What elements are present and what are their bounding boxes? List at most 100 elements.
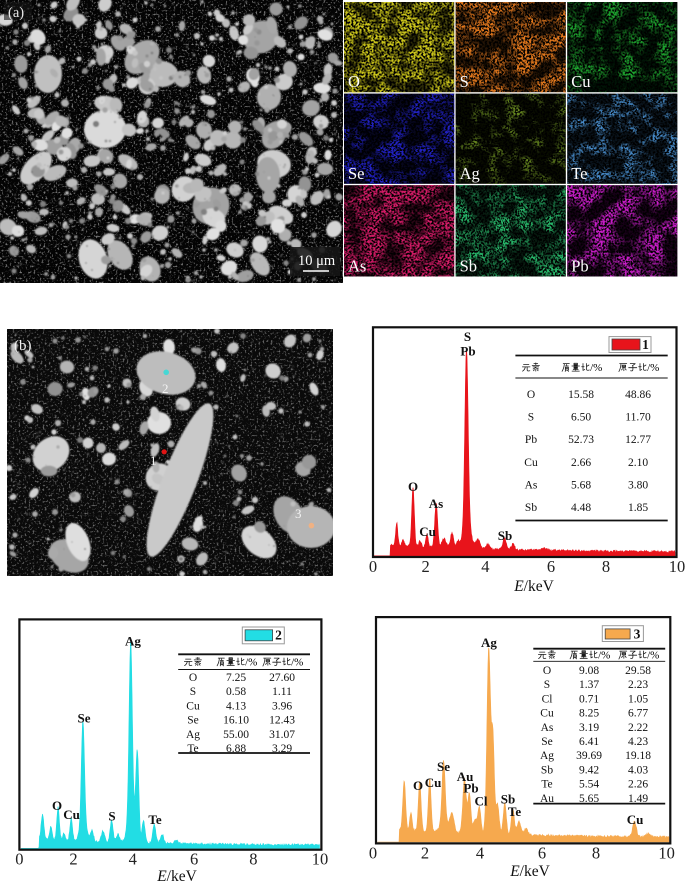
svg-text:4: 4: [481, 557, 489, 576]
svg-text:29.58: 29.58: [625, 665, 651, 677]
svg-text:Sb: Sb: [460, 257, 477, 276]
svg-text:1.37: 1.37: [579, 679, 599, 691]
svg-text:Pb: Pb: [525, 434, 537, 446]
svg-text:E/keV: E/keV: [509, 863, 550, 880]
svg-text:Sb: Sb: [501, 792, 515, 807]
svg-text:4.48: 4.48: [571, 502, 591, 514]
svg-text:(b): (b): [14, 338, 32, 354]
svg-text:Se: Se: [78, 711, 91, 726]
svg-text:16.10: 16.10: [223, 715, 249, 727]
svg-text:2.23: 2.23: [628, 679, 648, 691]
svg-text:Sb: Sb: [541, 764, 553, 776]
svg-text:E/keV: E/keV: [156, 868, 197, 885]
svg-text:6: 6: [190, 850, 198, 869]
svg-text:4: 4: [129, 850, 137, 869]
svg-text:7.25: 7.25: [226, 672, 246, 684]
svg-text:1.85: 1.85: [628, 502, 648, 514]
svg-text:As: As: [541, 722, 554, 734]
svg-text:2.66: 2.66: [571, 457, 591, 469]
svg-text:Te: Te: [148, 812, 161, 827]
svg-text:Pb: Pb: [460, 344, 475, 359]
svg-text:27.60: 27.60: [269, 672, 295, 684]
svg-text:6.50: 6.50: [571, 412, 591, 424]
svg-text:52.73: 52.73: [568, 434, 594, 446]
svg-text:E/keV: E/keV: [513, 578, 554, 595]
svg-text:S: S: [464, 329, 471, 344]
svg-text:8: 8: [249, 850, 257, 869]
svg-text:15.58: 15.58: [568, 389, 594, 401]
svg-text:Cu: Cu: [419, 524, 436, 539]
svg-text:Se: Se: [348, 164, 365, 183]
svg-text:O: O: [189, 672, 197, 684]
svg-text:As: As: [525, 479, 538, 491]
svg-text:2.10: 2.10: [628, 457, 648, 469]
svg-text:4: 4: [476, 844, 484, 863]
svg-text:3: 3: [295, 506, 302, 521]
svg-text:Cu: Cu: [627, 812, 644, 827]
svg-text:4.03: 4.03: [628, 764, 648, 776]
svg-text:O: O: [543, 665, 551, 677]
svg-text:6: 6: [538, 844, 546, 863]
svg-text:0.58: 0.58: [226, 686, 246, 698]
svg-text:S: S: [528, 412, 534, 424]
svg-text:9.42: 9.42: [579, 764, 599, 776]
svg-text:S: S: [544, 679, 550, 691]
svg-text:/%: /%: [647, 362, 659, 374]
svg-text:8.25: 8.25: [579, 708, 599, 720]
svg-text:11.70: 11.70: [625, 412, 651, 424]
svg-text:As: As: [348, 257, 366, 276]
svg-text:/%: /%: [590, 362, 602, 374]
svg-text:1.11: 1.11: [272, 686, 292, 698]
svg-text:48.86: 48.86: [625, 389, 651, 401]
svg-text:Pb: Pb: [571, 257, 588, 276]
svg-text:/%: /%: [291, 657, 303, 669]
svg-text:/%: /%: [245, 657, 257, 669]
svg-text:Cl: Cl: [475, 794, 488, 809]
svg-text:0: 0: [15, 850, 23, 869]
svg-text:(a): (a): [8, 5, 24, 21]
svg-text:/%: /%: [598, 650, 610, 662]
svg-text:Cu: Cu: [63, 807, 80, 822]
svg-text:5.65: 5.65: [579, 793, 599, 805]
svg-text:4.13: 4.13: [226, 700, 246, 712]
svg-text:Se: Se: [541, 736, 553, 748]
svg-text:Ag: Ag: [125, 634, 141, 649]
svg-text:2.26: 2.26: [628, 779, 648, 791]
svg-text:3: 3: [634, 627, 641, 642]
svg-text:Se: Se: [187, 715, 199, 727]
svg-text:1.05: 1.05: [628, 693, 648, 705]
svg-text:O: O: [52, 798, 62, 813]
svg-text:Te: Te: [571, 164, 587, 183]
svg-text:/%: /%: [647, 650, 659, 662]
svg-text:3.19: 3.19: [579, 722, 599, 734]
svg-text:10 μm: 10 μm: [298, 253, 336, 269]
svg-text:10: 10: [669, 557, 686, 576]
svg-text:31.07: 31.07: [269, 729, 295, 741]
svg-text:O: O: [413, 778, 423, 793]
svg-text:S: S: [190, 686, 196, 698]
svg-text:5.68: 5.68: [571, 479, 591, 491]
svg-text:Cu: Cu: [425, 775, 442, 790]
svg-text:10: 10: [658, 844, 675, 863]
svg-text:Cu: Cu: [186, 700, 200, 712]
svg-text:Pb: Pb: [463, 781, 478, 796]
svg-text:Au: Au: [540, 793, 554, 805]
svg-text:6.77: 6.77: [628, 708, 648, 720]
svg-text:S: S: [460, 72, 469, 91]
svg-text:Cl: Cl: [542, 693, 553, 705]
svg-text:Cu: Cu: [540, 708, 554, 720]
svg-text:0: 0: [369, 557, 377, 576]
svg-text:39.69: 39.69: [576, 750, 602, 762]
svg-text:2: 2: [421, 557, 429, 576]
svg-text:12.77: 12.77: [625, 434, 651, 446]
svg-text:As: As: [429, 496, 443, 511]
svg-text:6.41: 6.41: [579, 736, 599, 748]
svg-text:3.80: 3.80: [628, 479, 648, 491]
svg-text:O: O: [527, 389, 535, 401]
svg-text:10: 10: [312, 850, 329, 869]
svg-text:Te: Te: [508, 804, 521, 819]
svg-text:3.96: 3.96: [272, 700, 292, 712]
svg-text:Ag: Ag: [186, 729, 200, 741]
svg-text:Ag: Ag: [460, 164, 480, 183]
svg-text:19.18: 19.18: [625, 750, 651, 762]
